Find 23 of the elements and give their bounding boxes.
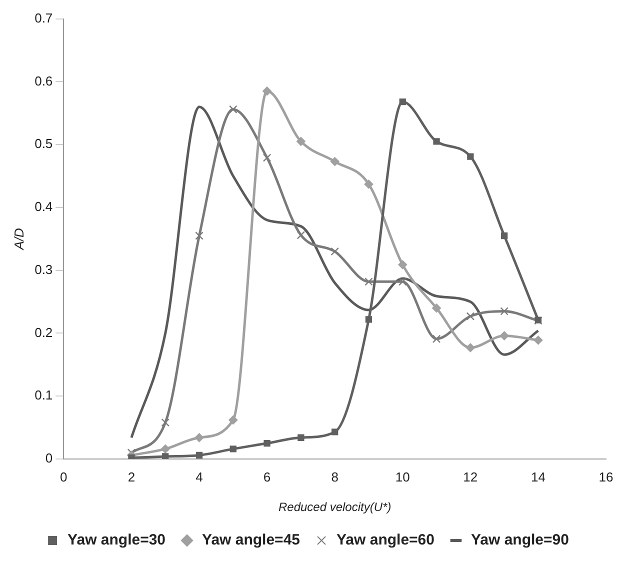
y-tick-label: 0 (45, 450, 53, 466)
legend-label: Yaw angle=30 (68, 532, 166, 549)
y-tick-label: 0.6 (34, 73, 53, 88)
x-axis-title: Reduced velocity(U*) (278, 500, 392, 514)
x-tick-label: 14 (530, 469, 546, 484)
x-tick-label: 0 (60, 469, 68, 484)
x-tick-label: 6 (263, 469, 271, 484)
y-tick-label: 0.2 (34, 324, 53, 340)
x-tick-label: 16 (598, 469, 614, 484)
x-tick-label: 8 (331, 469, 338, 484)
x-tick-label: 2 (128, 469, 136, 484)
y-axis-title: A/D (11, 228, 26, 251)
y-tick-label: 0.4 (34, 199, 53, 214)
y-tick-label: 0.1 (34, 388, 53, 403)
x-tick-label: 12 (463, 469, 478, 484)
legend-label: Yaw angle=45 (202, 532, 300, 549)
y-tick-label: 0.7 (34, 10, 53, 26)
y-tick-label: 0.5 (34, 136, 53, 152)
legend-label: Yaw angle=60 (336, 532, 434, 549)
x-tick-label: 10 (395, 469, 410, 484)
legend-label: Yaw angle=90 (470, 532, 569, 549)
y-tick-label: 0.3 (34, 262, 53, 277)
x-tick-label: 4 (196, 469, 203, 484)
